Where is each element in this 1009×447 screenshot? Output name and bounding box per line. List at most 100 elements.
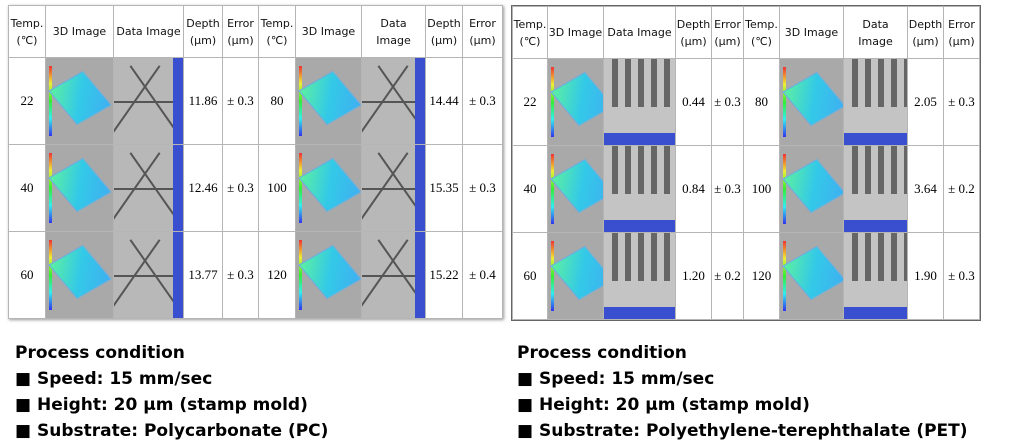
scale-bar bbox=[604, 307, 675, 319]
channel-line bbox=[362, 188, 422, 190]
data-row: 22 0.44 ± 0.3 80 2.05 ± 0.3 bbox=[512, 58, 980, 146]
condition-item: ■ Substrate: Polyethylene-terephthalate … bbox=[517, 421, 968, 441]
image-cell bbox=[45, 144, 114, 232]
header-text: (℃) bbox=[266, 33, 288, 47]
data-row: 40 12.46 ± 0.3 100 15.35 ± 0.3 bbox=[8, 144, 503, 232]
value-cell: ± 0.4 bbox=[462, 231, 503, 319]
condition-item: ■ Speed: 15 mm/sec bbox=[517, 369, 715, 389]
image-data bbox=[844, 146, 907, 232]
header-text: Depth bbox=[676, 17, 711, 31]
channel-line bbox=[651, 233, 657, 281]
header-text: Depth bbox=[427, 16, 461, 30]
image-cell bbox=[547, 58, 604, 146]
header-text: Error bbox=[714, 17, 741, 31]
image-data bbox=[362, 145, 425, 231]
image-3d bbox=[780, 233, 843, 319]
scale-bar bbox=[415, 232, 425, 318]
value-cell: ± 0.3 bbox=[222, 57, 259, 145]
condition-item: ■ Substrate: Polycarbonate (PC) bbox=[15, 421, 329, 441]
condition-title: Process condition bbox=[15, 343, 185, 363]
image-data bbox=[604, 59, 675, 145]
channel-line bbox=[625, 146, 631, 194]
condition-item: ■ Height: 20 μm (stamp mold) bbox=[15, 395, 308, 415]
value-cell: 3.64 bbox=[907, 145, 944, 233]
image-3d bbox=[296, 145, 361, 231]
image-cell bbox=[603, 145, 676, 233]
image-cell bbox=[113, 231, 184, 319]
image-data bbox=[604, 146, 675, 232]
scale-bar bbox=[173, 58, 183, 144]
color-bar bbox=[299, 240, 302, 310]
header-cell: Temp. (℃) bbox=[512, 6, 548, 59]
header-cell: 3D Image bbox=[547, 6, 604, 59]
header-text: 3D Image bbox=[548, 26, 603, 39]
color-bar bbox=[551, 154, 554, 224]
channel-line bbox=[612, 233, 618, 281]
header-text: Error bbox=[948, 17, 975, 31]
channel-line bbox=[865, 146, 871, 194]
image-cell bbox=[295, 57, 362, 145]
sample-surface bbox=[48, 244, 112, 300]
header-text: Depth bbox=[186, 16, 220, 30]
image-cell bbox=[547, 145, 604, 233]
value-cell: 1.90 bbox=[907, 232, 944, 320]
image-3d bbox=[46, 232, 113, 318]
sample-surface bbox=[782, 158, 843, 214]
image-cell bbox=[113, 144, 184, 232]
value-cell: 120 bbox=[258, 231, 296, 319]
condition-title: Process condition bbox=[517, 343, 687, 363]
header-text: (μm) bbox=[189, 33, 217, 47]
header-text: Data Image bbox=[376, 16, 411, 47]
scale-bar bbox=[604, 133, 675, 145]
value-cell: 60 bbox=[512, 232, 548, 320]
header-text: Temp. bbox=[513, 17, 547, 31]
header-text: (μm) bbox=[430, 33, 458, 47]
value-cell: 120 bbox=[743, 232, 780, 320]
value-cell: ± 0.2 bbox=[943, 145, 980, 233]
header-text: (℃) bbox=[16, 33, 38, 47]
value-cell: 80 bbox=[258, 57, 296, 145]
pc-conditions: Process condition ■ Speed: 15 mm/sec ■ Hei… bbox=[15, 340, 328, 444]
image-cell bbox=[843, 145, 908, 233]
image-3d bbox=[46, 145, 113, 231]
header-cell: Depth (μm) bbox=[425, 5, 463, 58]
color-bar bbox=[783, 67, 786, 137]
pc-table-panel: Temp. (℃) 3D Image Data Image Depth (μm) Error… bbox=[8, 5, 503, 319]
image-data bbox=[114, 58, 183, 144]
image-3d bbox=[780, 146, 843, 232]
condition-item: ■ Speed: 15 mm/sec bbox=[15, 369, 213, 389]
header-row: Temp. (℃) 3D Image Data Image Depth (μm) Error… bbox=[8, 5, 503, 58]
channel-line bbox=[638, 233, 644, 281]
header-text: (℃) bbox=[751, 34, 772, 48]
value-cell: 15.22 bbox=[425, 231, 463, 319]
data-row: 40 0.84 ± 0.3 100 3.64 ± 0.2 bbox=[512, 145, 980, 233]
header-cell: Depth (μm) bbox=[183, 5, 223, 58]
value-cell: ± 0.3 bbox=[711, 145, 744, 233]
header-text: (μm) bbox=[714, 34, 741, 48]
image-3d bbox=[780, 59, 843, 145]
value-cell: 22 bbox=[512, 58, 548, 146]
image-cell bbox=[843, 58, 908, 146]
header-text: (μm) bbox=[912, 34, 939, 48]
channel-line bbox=[114, 101, 174, 103]
image-cell bbox=[779, 145, 844, 233]
image-3d bbox=[548, 146, 603, 232]
condition-item: ■ Height: 20 μm (stamp mold) bbox=[517, 395, 810, 415]
data-table: Temp. (℃) 3D Image Data Image Depth (μm) Error… bbox=[8, 5, 503, 319]
image-cell bbox=[361, 231, 426, 319]
channel-line bbox=[638, 146, 644, 194]
value-cell: ± 0.3 bbox=[943, 58, 980, 146]
sample-surface bbox=[298, 244, 361, 300]
header-text: Depth bbox=[908, 17, 943, 31]
channel-line bbox=[878, 59, 884, 107]
image-data bbox=[844, 59, 907, 145]
header-text: Data Image bbox=[116, 25, 181, 38]
channel-line bbox=[852, 233, 858, 281]
color-bar bbox=[49, 66, 52, 136]
header-cell: Error (μm) bbox=[943, 6, 980, 59]
header-text: (μm) bbox=[469, 33, 496, 47]
value-cell: ± 0.3 bbox=[222, 231, 259, 319]
sample-surface bbox=[782, 71, 843, 127]
image-cell bbox=[295, 231, 362, 319]
header-text: Data Image bbox=[607, 26, 672, 39]
